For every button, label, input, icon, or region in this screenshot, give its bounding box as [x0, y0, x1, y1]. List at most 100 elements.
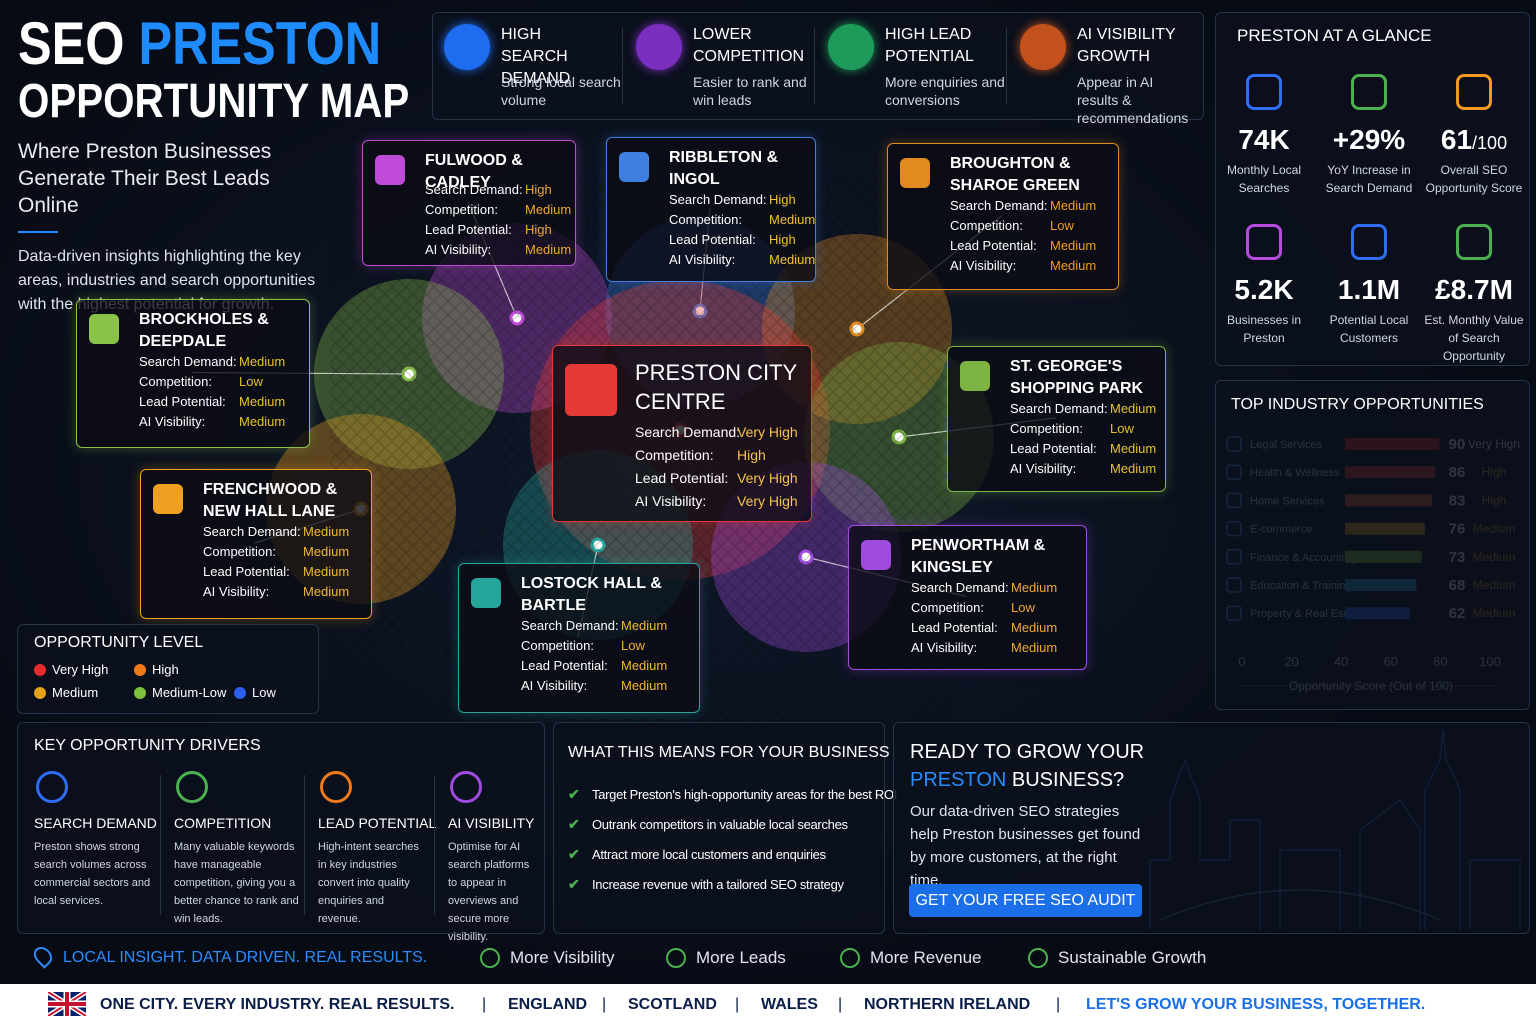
metric-label: Lead Potential:	[669, 232, 756, 247]
stat-icon	[1246, 74, 1282, 110]
area-icon	[153, 484, 183, 514]
legend-label: Medium-Low	[152, 685, 227, 700]
nation: NORTHERN IRELAND	[864, 996, 1031, 1013]
footer-tagline: LOCAL INSIGHT. DATA DRIVEN. REAL RESULTS…	[63, 949, 428, 966]
metric-value: Low	[1050, 218, 1074, 233]
metric-label: Competition:	[139, 374, 212, 389]
check-circle	[666, 948, 686, 968]
area-icon	[471, 578, 501, 608]
cta-city: PRESTON	[910, 769, 1007, 791]
area-icon	[89, 314, 119, 344]
uk-flag	[48, 992, 86, 1016]
stat-value: +29%	[1314, 124, 1424, 156]
metric-value: Medium	[769, 212, 816, 227]
metric-value: Low	[1110, 421, 1134, 436]
driver-title: LEAD POTENTIAL	[318, 815, 437, 831]
means-item: Outrank competitors in valuable local se…	[592, 817, 848, 832]
metric-value: Medium	[1110, 441, 1157, 456]
stat-icon	[1456, 74, 1492, 110]
metric-label: Lead Potential:	[1010, 441, 1097, 456]
metric-label: Lead Potential:	[950, 238, 1037, 253]
stat-icon	[1351, 74, 1387, 110]
separator	[622, 28, 623, 104]
driver-icon	[320, 771, 352, 803]
stat-number: 5.2K	[1234, 274, 1294, 305]
glance-panel	[1215, 12, 1530, 366]
legend-label: High	[152, 662, 179, 677]
metric-label: Lead Potential:	[911, 620, 998, 635]
area-icon	[900, 158, 930, 188]
benefit-title: LOWER COMPETITION	[693, 26, 805, 65]
metric-value: High	[769, 192, 796, 207]
metric-value: Low	[1011, 600, 1035, 615]
metric-label: Competition:	[669, 212, 742, 227]
area-name: BROCKHOLES & DEEPDALE	[139, 311, 269, 350]
area-name: PRESTON CITY CENTRE	[635, 360, 797, 414]
cta-title: READY TO GROW YOUR PRESTON BUSINESS?	[910, 738, 1144, 794]
metric-label: AI Visibility:	[521, 678, 588, 693]
metric-label: AI Visibility:	[425, 242, 492, 257]
means-title: WHAT THIS MEANS FOR YOUR BUSINESS	[568, 744, 890, 761]
divider: |	[602, 996, 607, 1013]
area-name: BROUGHTON & SHAROE GREEN	[950, 155, 1080, 194]
driver-icon	[450, 771, 482, 803]
metric-value: High	[769, 232, 796, 247]
metric-value: Medium	[239, 414, 286, 429]
metric-value: Medium	[303, 564, 350, 579]
metric-label: AI Visibility:	[911, 640, 978, 655]
benefit-text: Appear in AI results & recommendations	[1077, 74, 1189, 126]
means-item: Attract more local customers and enquiri…	[592, 847, 826, 862]
stat-label: Monthly Local Searches	[1226, 163, 1302, 195]
metric-label: AI Visibility:	[139, 414, 206, 429]
check-circle	[480, 948, 500, 968]
nation: SCOTLAND	[628, 996, 717, 1013]
benefit-icon	[1020, 24, 1066, 70]
stat-icon	[1456, 224, 1492, 260]
area-card: BROCKHOLES & DEEPDALE Search Demand: Mediu…	[76, 299, 310, 448]
metric-value: Medium	[1050, 258, 1097, 273]
metric-value: Medium	[621, 658, 668, 673]
divider: |	[735, 996, 740, 1013]
title-city: PRESTON	[138, 10, 382, 77]
metric-value: Medium	[303, 544, 350, 559]
legend-label: Medium	[52, 685, 99, 700]
industry-panel	[1215, 380, 1530, 710]
check-icon: ✔	[568, 876, 580, 892]
metric-label: Lead Potential:	[635, 470, 729, 486]
metric-value: Medium	[525, 202, 572, 217]
legend-swatch	[134, 687, 146, 699]
closing: LET'S GROW YOUR BUSINESS, TOGETHER.	[1086, 996, 1426, 1013]
metric-label: Competition:	[1010, 421, 1083, 436]
stat-number: 74K	[1238, 124, 1290, 155]
stat-label: Businesses in Preston	[1226, 313, 1302, 345]
legend-title: OPPORTUNITY LEVEL	[34, 634, 204, 651]
driver-icon	[176, 771, 208, 803]
benefit-icon	[636, 24, 682, 70]
metric-value: Low	[621, 638, 645, 653]
stat-value: 5.2K	[1209, 274, 1319, 306]
stat-icon	[1246, 224, 1282, 260]
metric-value: Very High	[737, 470, 798, 486]
metric-label: Competition:	[950, 218, 1023, 233]
nation: WALES	[761, 996, 818, 1013]
metric-value: Medium	[1050, 238, 1097, 253]
metric-label: Search Demand:	[425, 182, 523, 197]
metric-value: Medium	[621, 618, 668, 633]
means-item: Increase revenue with a tailored SEO str…	[592, 877, 844, 892]
benefit-title: AI VISIBILITY GROWTH	[1077, 26, 1176, 65]
metric-label: Competition:	[425, 202, 498, 217]
area-icon	[960, 361, 990, 391]
area-name: PENWORTHAM & KINGSLEY	[911, 537, 1046, 576]
metric-label: Search Demand:	[950, 198, 1048, 213]
cta-text: Our data-driven SEO strategies help Pres…	[910, 803, 1141, 889]
stat-number: +29%	[1332, 124, 1406, 155]
divider: |	[838, 996, 843, 1013]
separator	[434, 775, 435, 915]
area-icon	[619, 152, 649, 182]
cta-button[interactable]: GET YOUR FREE SEO AUDIT	[909, 884, 1142, 917]
chart-title: TOP INDUSTRY OPPORTUNITIES	[1231, 396, 1484, 413]
stat-suffix: /100	[1472, 133, 1508, 153]
driver-icon	[36, 771, 68, 803]
separator	[814, 28, 815, 104]
